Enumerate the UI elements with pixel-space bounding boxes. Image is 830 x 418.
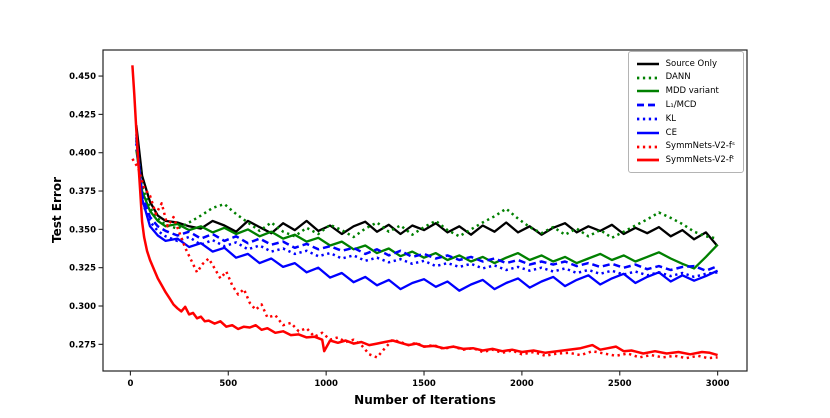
x-tick-label: 2500 xyxy=(608,379,632,389)
y-tick-label: 0.425 xyxy=(69,110,96,120)
legend-item-mdd-variant: MDD variant xyxy=(636,85,735,99)
series-line-kl xyxy=(135,143,718,279)
plot-frame xyxy=(102,49,748,372)
x-tick-label: 1000 xyxy=(314,379,338,389)
y-tick-label: 0.350 xyxy=(69,225,96,235)
y-tick-label: 0.450 xyxy=(69,72,96,82)
dotted-line-swatch-icon xyxy=(636,117,659,121)
legend: Source Only DANN MDD variant L₁/MCD KL CE Symm… xyxy=(627,51,744,174)
series-line-symmnets-v2-f xyxy=(131,158,718,360)
series-line-ce xyxy=(135,134,719,292)
solid-line-swatch-icon xyxy=(636,62,659,66)
x-tick-label: 500 xyxy=(219,379,237,389)
solid-line-swatch-icon xyxy=(636,90,659,93)
dashed-line-swatch-icon xyxy=(636,103,659,107)
legend-item-label: SymmNets-V2-fᵗ xyxy=(665,155,735,166)
x-tick-label: 1500 xyxy=(412,379,436,389)
y-tick-label: 0.400 xyxy=(69,149,96,159)
series-line-source-only xyxy=(135,124,719,247)
series-line-symmnets-v2-f xyxy=(131,65,718,357)
y-tick-label: 0.300 xyxy=(69,302,96,312)
legend-item-dann: DANN xyxy=(636,71,735,85)
legend-item-symmnets-v2-f: SymmNets-V2-fᵗ xyxy=(636,154,735,168)
x-tick-label: 3000 xyxy=(706,379,730,389)
legend-item-label: KL xyxy=(665,113,676,124)
legend-item-symmnets-v2-f: SymmNets-V2-fˢ xyxy=(636,140,735,154)
dotted-line-swatch-icon xyxy=(636,145,659,149)
legend-item-source-only: Source Only xyxy=(636,57,735,71)
legend-item-label: SymmNets-V2-fˢ xyxy=(665,141,735,152)
y-tick-label: 0.375 xyxy=(69,187,96,197)
series-line-dann xyxy=(135,140,718,240)
series-line-l-mcd xyxy=(135,137,719,272)
legend-item-label: MDD variant xyxy=(665,86,719,97)
legend-item-kl: KL xyxy=(636,112,735,126)
y-tick-label: 0.275 xyxy=(69,340,96,350)
legend-item-ce: CE xyxy=(636,126,735,140)
x-tick-label: 0 xyxy=(127,379,133,389)
solid-line-swatch-icon xyxy=(636,131,659,135)
legend-item-label: DANN xyxy=(665,72,691,83)
legend-item-label: L₁/MCD xyxy=(665,100,697,111)
solid-line-swatch-icon xyxy=(636,159,659,162)
x-axis-title: Number of Iterations xyxy=(354,393,496,407)
legend-item-label: CE xyxy=(665,127,677,138)
x-tick-label: 2000 xyxy=(510,379,534,389)
dotted-line-swatch-icon xyxy=(636,76,659,80)
legend-item-l-mcd: L₁/MCD xyxy=(636,98,735,112)
y-axis-title: Test Error xyxy=(50,177,64,243)
legend-item-label: Source Only xyxy=(665,58,718,69)
y-tick-label: 0.325 xyxy=(69,264,96,274)
